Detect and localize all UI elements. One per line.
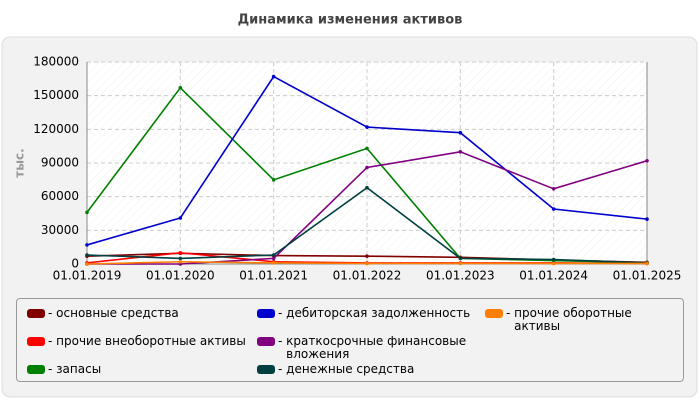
point [365, 165, 369, 170]
legend-item: основные средства [27, 307, 257, 333]
point [85, 243, 89, 247]
point [85, 253, 89, 257]
point [645, 261, 649, 266]
point [271, 256, 276, 261]
x-tick-label: 01.01.2020 [146, 269, 215, 283]
legend-label: краткосрочные финансовые вложения [286, 334, 467, 361]
legend-separator: краткосрочные финансовые вложения [278, 335, 485, 361]
point [645, 158, 649, 163]
legend-swatch [257, 309, 275, 318]
legend-label: основные средства [56, 306, 179, 320]
point [458, 261, 463, 266]
point [551, 207, 556, 211]
point [365, 125, 369, 129]
y-tick-label: 120000 [33, 122, 79, 136]
y-tick-label: 60000 [41, 189, 79, 203]
y-tick-label: 150000 [33, 88, 79, 102]
point [365, 185, 369, 190]
legend-swatch [27, 365, 45, 374]
chart-title: Динамика изменения активов [238, 13, 463, 28]
point [178, 259, 183, 264]
point [178, 256, 183, 261]
legend: основные средства прочие внеоборотные акт… [16, 298, 684, 382]
legend-swatch [257, 337, 275, 346]
legend-label: запасы [56, 362, 102, 376]
point [458, 130, 463, 135]
legend-separator: денежные средства [278, 363, 414, 376]
x-tick-label: 01.01.2024 [519, 269, 588, 283]
point [365, 254, 369, 258]
point [551, 187, 556, 191]
y-tick-label: 0 [71, 257, 79, 271]
legend-separator: прочие внеоборотные активы [48, 335, 246, 348]
point [645, 217, 649, 221]
x-tick-label: 01.01.2022 [333, 269, 402, 283]
legend-item: дебиторская задолженность [257, 307, 485, 333]
y-tick-label: 180000 [33, 55, 79, 69]
y-axis-label: тыс. [13, 148, 27, 177]
legend-item: прочие оборотные активы [485, 307, 675, 333]
y-tick-label: 90000 [41, 156, 79, 170]
legend-swatch [257, 365, 275, 374]
x-tick-label: 01.01.2023 [426, 269, 495, 283]
legend-separator: дебиторская задолженность [278, 307, 470, 320]
legend-item: прочие внеоборотные активы [27, 335, 257, 361]
point [271, 261, 276, 265]
point [458, 256, 463, 261]
point [271, 74, 276, 79]
legend-item: денежные средства [257, 363, 485, 376]
legend-label: денежные средства [286, 362, 415, 376]
legend-label: дебиторская задолженность [286, 306, 471, 320]
point [271, 178, 276, 182]
legend-swatch [27, 309, 45, 318]
x-tick-label: 01.01.2025 [613, 269, 682, 283]
legend-separator: прочие оборотные активы [506, 307, 675, 333]
legend-item: запасы [27, 363, 257, 376]
legend-label: прочие внеоборотные активы [56, 334, 246, 348]
point [365, 261, 369, 266]
point [365, 146, 369, 151]
point [551, 261, 556, 266]
x-tick-label: 01.01.2019 [53, 269, 122, 283]
point [271, 253, 276, 257]
point [178, 86, 183, 90]
point [178, 250, 183, 255]
point [458, 149, 463, 154]
point [178, 216, 183, 220]
legend-swatch [27, 337, 45, 346]
legend-label: прочие оборотные активы [514, 306, 632, 333]
point [85, 210, 89, 215]
point [551, 257, 556, 262]
legend-separator: запасы [48, 363, 101, 376]
x-tick-label: 01.01.2021 [239, 269, 308, 283]
y-tick-label: 30000 [41, 223, 79, 237]
legend-item: краткосрочные финансовые вложения [257, 335, 485, 361]
point [85, 262, 89, 266]
legend-separator: основные средства [48, 307, 179, 320]
legend-swatch [485, 309, 503, 318]
